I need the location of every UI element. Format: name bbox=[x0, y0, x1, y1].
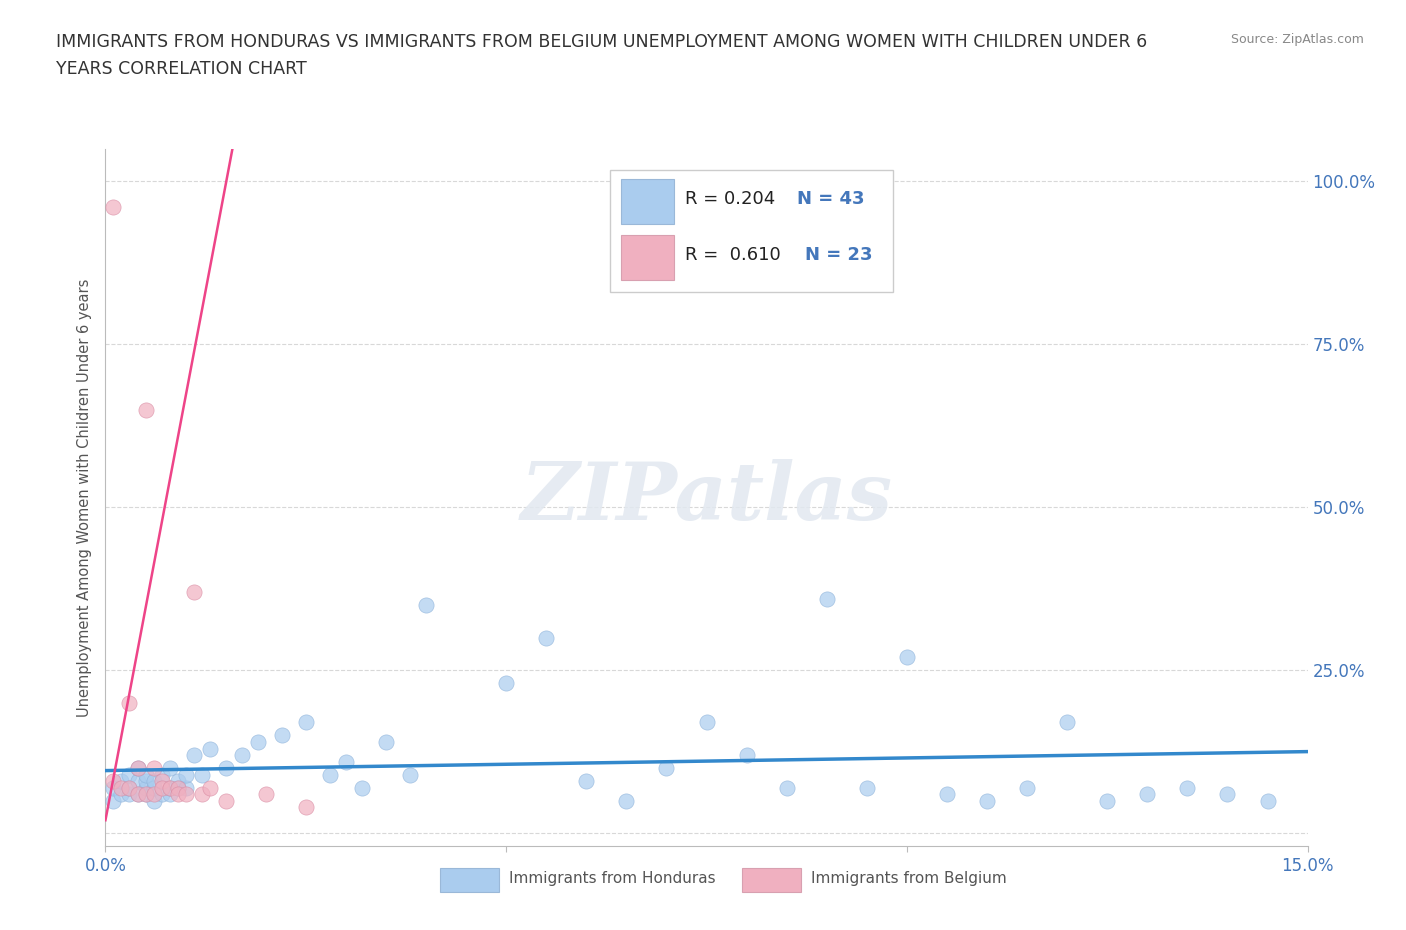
Point bbox=[776, 780, 799, 795]
Point bbox=[135, 402, 157, 417]
Point bbox=[135, 767, 157, 782]
Point bbox=[190, 787, 212, 802]
Point bbox=[166, 774, 188, 789]
Text: Immigrants from Honduras: Immigrants from Honduras bbox=[509, 871, 716, 886]
Point bbox=[110, 787, 132, 802]
Point bbox=[142, 793, 165, 808]
Text: N = 23: N = 23 bbox=[806, 246, 873, 264]
Point bbox=[127, 761, 149, 776]
Text: R =  0.610: R = 0.610 bbox=[685, 246, 780, 264]
Point bbox=[1097, 793, 1119, 808]
Point bbox=[936, 787, 959, 802]
FancyBboxPatch shape bbox=[621, 179, 673, 224]
FancyBboxPatch shape bbox=[610, 170, 893, 292]
Point bbox=[399, 767, 422, 782]
Point bbox=[815, 591, 838, 606]
Point bbox=[174, 767, 197, 782]
Text: R = 0.204: R = 0.204 bbox=[685, 190, 775, 208]
Point bbox=[1177, 780, 1199, 795]
Text: ZIPatlas: ZIPatlas bbox=[520, 458, 893, 537]
Point bbox=[103, 774, 125, 789]
Point bbox=[335, 754, 357, 769]
Point bbox=[696, 715, 718, 730]
Point bbox=[135, 780, 157, 795]
Point bbox=[319, 767, 342, 782]
Point bbox=[616, 793, 638, 808]
Point bbox=[174, 780, 197, 795]
Point bbox=[142, 780, 165, 795]
Point bbox=[166, 780, 188, 795]
Point bbox=[166, 787, 188, 802]
Point bbox=[103, 793, 125, 808]
Point bbox=[735, 748, 758, 763]
Point bbox=[254, 787, 277, 802]
Point bbox=[159, 780, 181, 795]
Point bbox=[142, 774, 165, 789]
Point bbox=[214, 793, 236, 808]
Point bbox=[159, 761, 181, 776]
Point bbox=[374, 735, 398, 750]
Point bbox=[1056, 715, 1078, 730]
Point bbox=[150, 767, 173, 782]
Point bbox=[655, 761, 678, 776]
Text: YEARS CORRELATION CHART: YEARS CORRELATION CHART bbox=[56, 60, 307, 78]
Point bbox=[896, 650, 918, 665]
Point bbox=[1216, 787, 1239, 802]
Point bbox=[231, 748, 253, 763]
Point bbox=[174, 787, 197, 802]
Point bbox=[127, 787, 149, 802]
Point bbox=[495, 676, 517, 691]
Point bbox=[135, 787, 157, 802]
Point bbox=[142, 787, 165, 802]
Point bbox=[190, 767, 212, 782]
Point bbox=[534, 631, 557, 645]
Point bbox=[1136, 787, 1159, 802]
Point bbox=[855, 780, 877, 795]
Point bbox=[150, 787, 173, 802]
Point bbox=[118, 780, 141, 795]
Point bbox=[150, 774, 173, 789]
Point bbox=[1257, 793, 1279, 808]
Point bbox=[415, 598, 437, 613]
Point bbox=[183, 748, 205, 763]
Text: Source: ZipAtlas.com: Source: ZipAtlas.com bbox=[1230, 33, 1364, 46]
FancyBboxPatch shape bbox=[621, 235, 673, 280]
Y-axis label: Unemployment Among Women with Children Under 6 years: Unemployment Among Women with Children U… bbox=[76, 278, 91, 717]
Point bbox=[350, 780, 373, 795]
Point bbox=[295, 715, 318, 730]
Point bbox=[1017, 780, 1039, 795]
Point bbox=[183, 585, 205, 600]
Point bbox=[214, 761, 236, 776]
Point bbox=[127, 761, 149, 776]
Point bbox=[198, 780, 221, 795]
Point bbox=[118, 767, 141, 782]
Point bbox=[159, 780, 181, 795]
Point bbox=[159, 787, 181, 802]
Point bbox=[976, 793, 998, 808]
Point bbox=[246, 735, 269, 750]
Text: IMMIGRANTS FROM HONDURAS VS IMMIGRANTS FROM BELGIUM UNEMPLOYMENT AMONG WOMEN WIT: IMMIGRANTS FROM HONDURAS VS IMMIGRANTS F… bbox=[56, 33, 1147, 50]
Point bbox=[118, 696, 141, 711]
Point bbox=[198, 741, 221, 756]
Point bbox=[127, 774, 149, 789]
Point bbox=[295, 800, 318, 815]
Point bbox=[135, 787, 157, 802]
Text: Immigrants from Belgium: Immigrants from Belgium bbox=[811, 871, 1007, 886]
Point bbox=[150, 780, 173, 795]
Point bbox=[127, 787, 149, 802]
Point bbox=[118, 780, 141, 795]
Text: N = 43: N = 43 bbox=[797, 190, 865, 208]
Point bbox=[270, 728, 292, 743]
Point bbox=[110, 774, 132, 789]
Point bbox=[103, 200, 125, 215]
Point bbox=[103, 780, 125, 795]
Point bbox=[135, 774, 157, 789]
Point bbox=[118, 787, 141, 802]
Point bbox=[166, 780, 188, 795]
Point bbox=[575, 774, 598, 789]
Point bbox=[142, 761, 165, 776]
Point bbox=[110, 780, 132, 795]
